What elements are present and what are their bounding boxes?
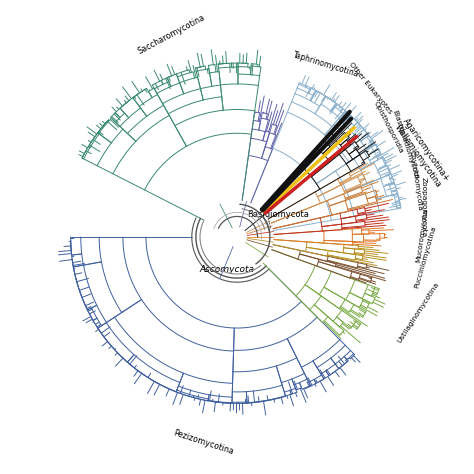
Text: Chytridiomycota: Chytridiomycota: [409, 151, 423, 212]
Text: Opisthosporidia: Opisthosporidia: [373, 100, 404, 155]
Text: Zoopagomycota: Zoopagomycota: [421, 177, 427, 237]
Text: Pucciniomycotina: Pucciniomycotina: [414, 226, 438, 289]
Text: Ustilaginomycotina: Ustilaginomycotina: [396, 281, 440, 344]
Text: Blastocladiomycota: Blastocladiomycota: [392, 109, 419, 180]
Text: Mucoromycota: Mucoromycota: [415, 208, 428, 263]
Text: Pezizomycotina: Pezizomycotina: [172, 428, 235, 456]
Text: Saccharomycotina: Saccharomycotina: [137, 13, 207, 56]
Text: Taphrinomycotina: Taphrinomycotina: [292, 50, 360, 79]
Text: Agaricomycotina+
Wallemiomycotina: Agaricomycotina+ Wallemiomycotina: [392, 117, 451, 190]
Text: Basidiomycota: Basidiomycota: [247, 210, 309, 219]
Text: Other Eukaryotes: Other Eukaryotes: [347, 61, 392, 115]
Text: Ascomycota: Ascomycota: [199, 265, 254, 274]
